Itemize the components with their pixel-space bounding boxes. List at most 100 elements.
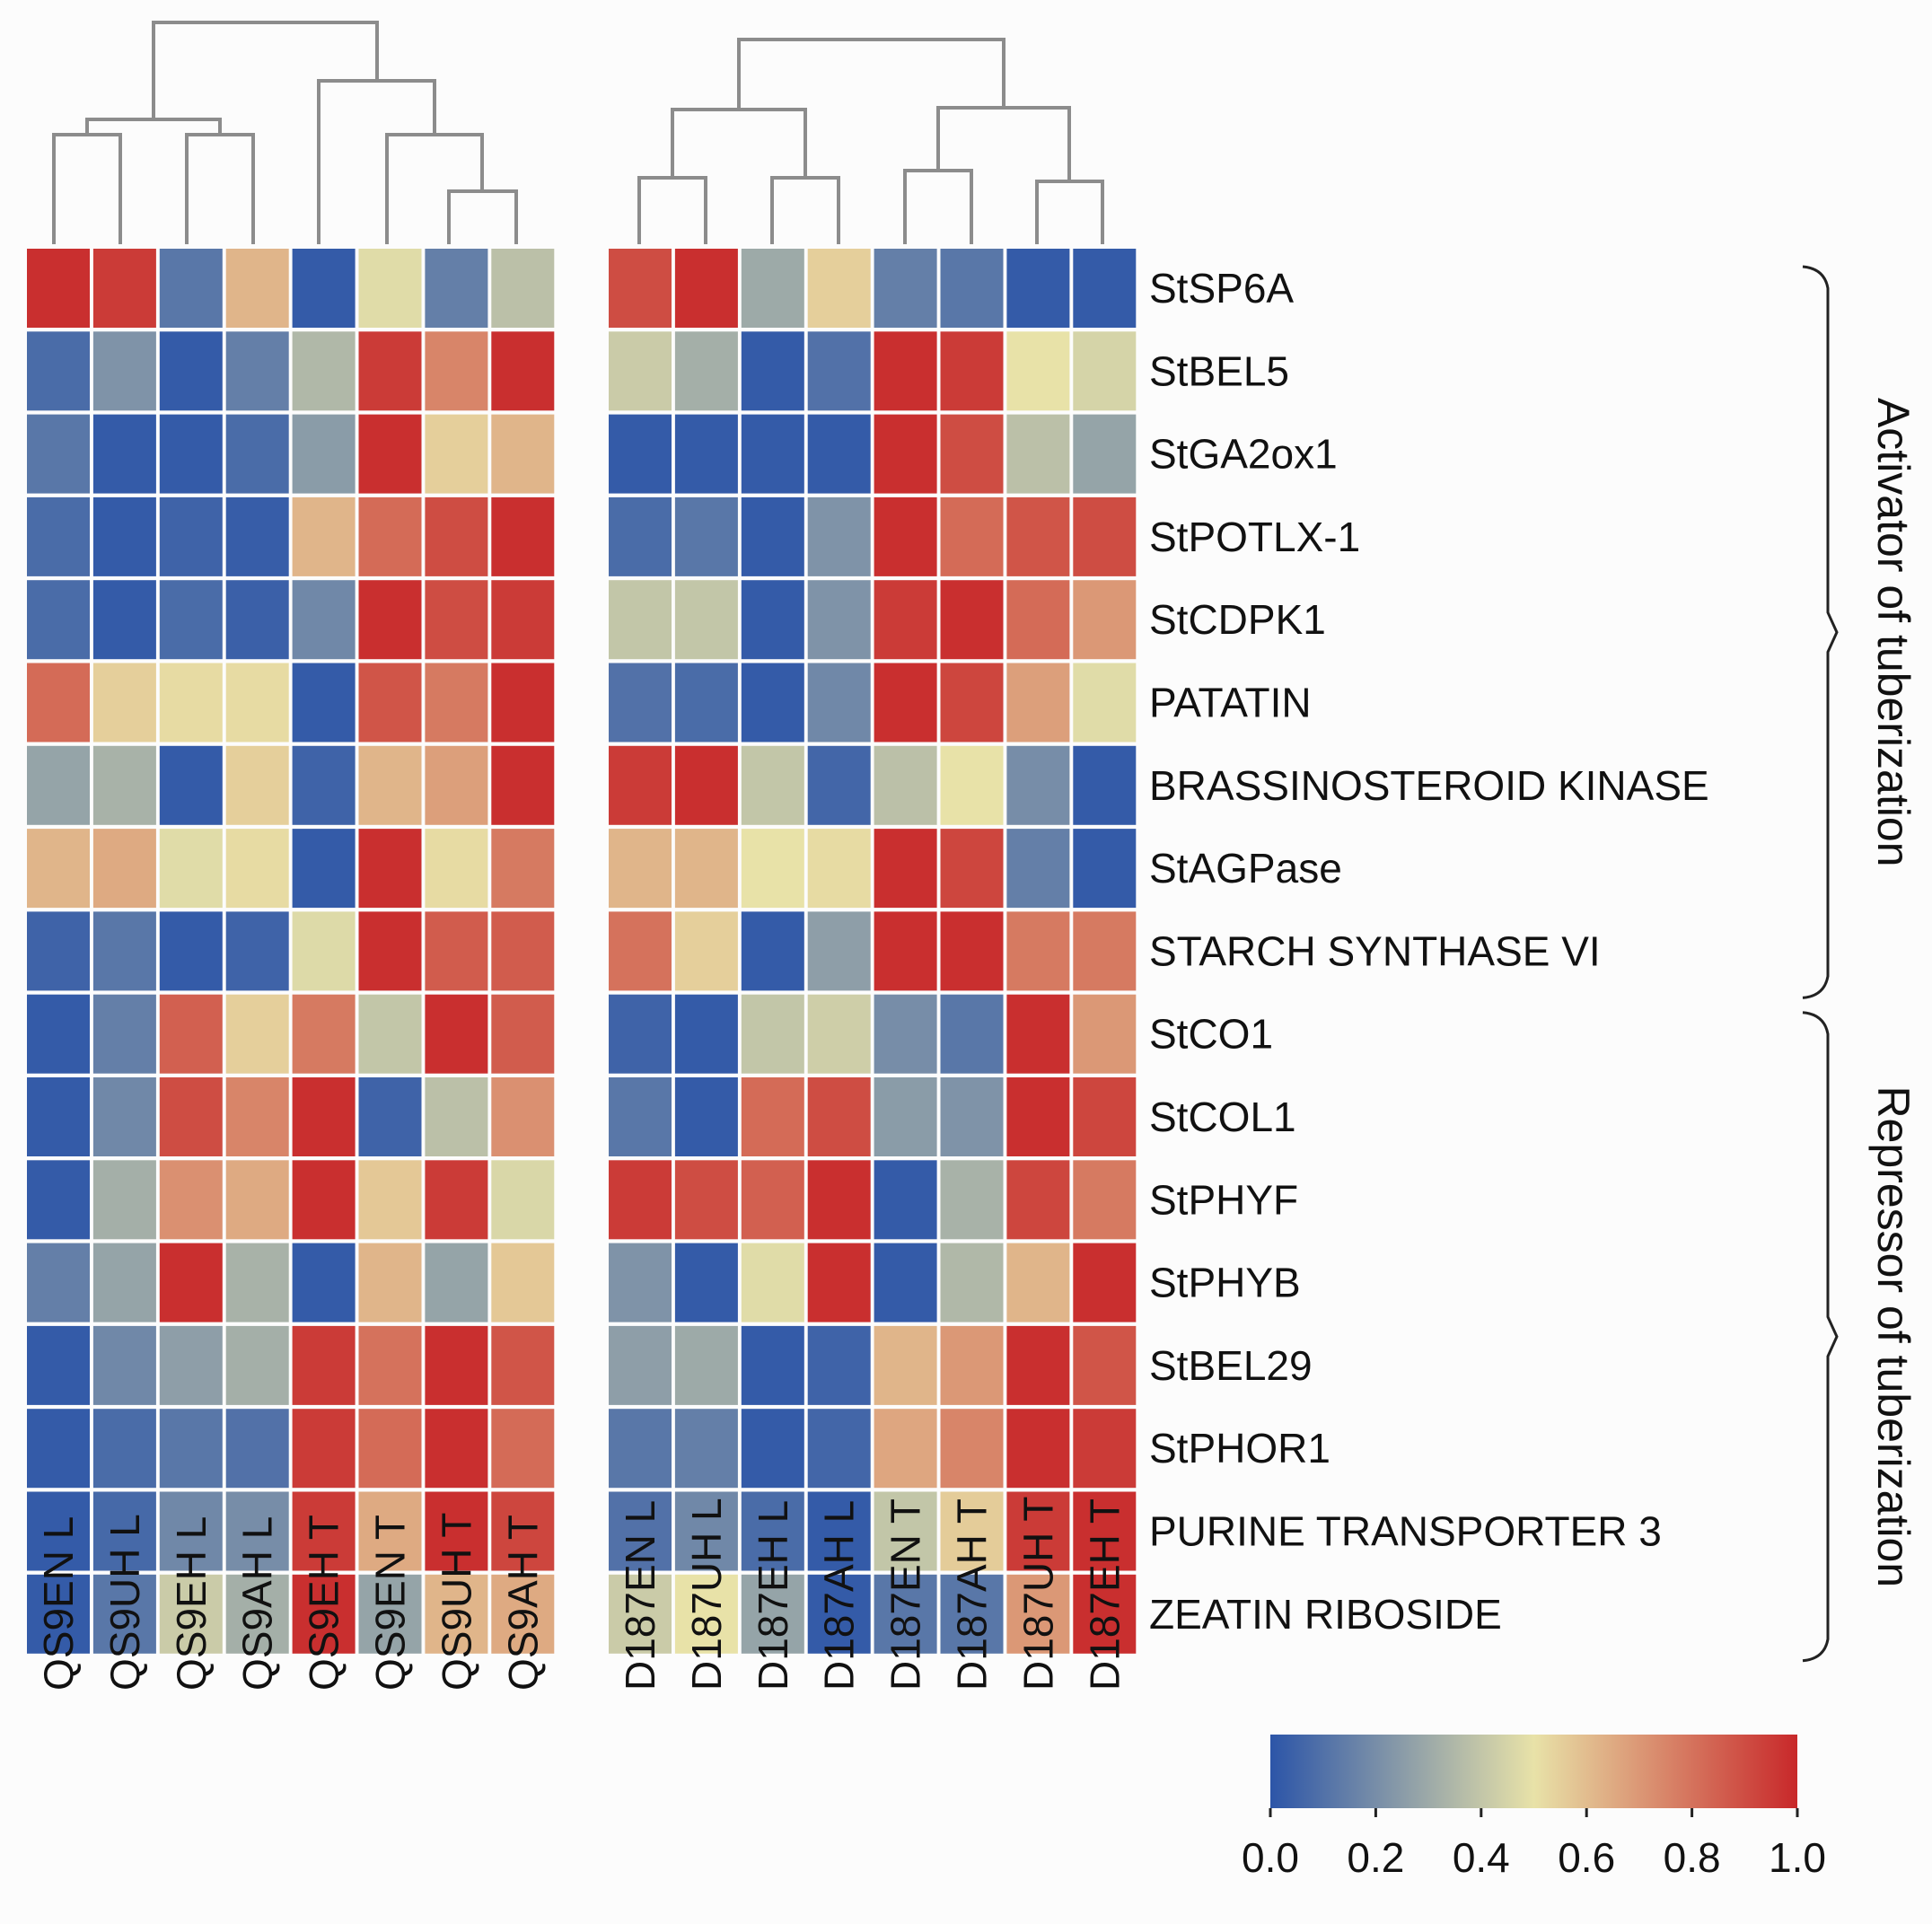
row-label: STARCH SYNTHASE VI bbox=[1149, 927, 1601, 974]
heatmap-cell bbox=[159, 1077, 223, 1156]
heatmap-cell bbox=[358, 1077, 422, 1156]
heatmap-cell bbox=[92, 580, 156, 660]
heatmap-cell bbox=[609, 496, 672, 576]
heatmap-cell bbox=[1073, 414, 1137, 494]
heatmap-cell bbox=[491, 580, 555, 660]
heatmap-cell bbox=[92, 994, 156, 1074]
row-label: StPOTLX-1 bbox=[1149, 514, 1360, 560]
color-scale-bar bbox=[1270, 1735, 1797, 1808]
heatmap-cell bbox=[159, 1574, 223, 1654]
heatmap-cell bbox=[674, 994, 738, 1074]
heatmap-cell bbox=[609, 1077, 672, 1156]
heatmap-cell bbox=[609, 1574, 672, 1654]
heatmap-cell bbox=[358, 829, 422, 909]
heatmap-cell bbox=[874, 1160, 937, 1240]
heatmap-cell bbox=[358, 1574, 422, 1654]
heatmap-cell bbox=[807, 1574, 871, 1654]
heatmap-cell bbox=[874, 580, 937, 660]
heatmap-cell bbox=[741, 331, 804, 411]
row-label: StBEL5 bbox=[1149, 347, 1289, 394]
heatmap-cell bbox=[491, 1243, 555, 1322]
heatmap-cell bbox=[674, 1160, 738, 1240]
heatmap-cell bbox=[225, 580, 289, 660]
row-labels: StSP6A StBEL5 StGA2ox1 StPOTLX-1 StCDPK1 PATA… bbox=[1149, 265, 1709, 1638]
heatmap-cell bbox=[27, 1243, 90, 1322]
heatmap-cell bbox=[225, 1243, 289, 1322]
heatmap-cell bbox=[807, 414, 871, 494]
heatmap-cell bbox=[425, 496, 488, 576]
heatmap-cell bbox=[609, 663, 672, 742]
heatmap-cell bbox=[807, 249, 871, 328]
heatmap-cell bbox=[874, 414, 937, 494]
heatmap-cell bbox=[425, 1491, 488, 1571]
heatmap-cell bbox=[425, 745, 488, 825]
row-label: StCOL1 bbox=[1149, 1094, 1296, 1140]
heatmap-cell bbox=[741, 414, 804, 494]
heatmap-cell bbox=[159, 911, 223, 991]
heatmap-cell bbox=[92, 249, 156, 328]
column-label: QS9EH L bbox=[168, 1516, 215, 1691]
dendrogram-branch bbox=[770, 176, 840, 244]
heatmap-cell bbox=[159, 745, 223, 825]
heatmap-cell bbox=[225, 414, 289, 494]
heatmap-cell bbox=[292, 249, 356, 328]
heatmap-cell bbox=[609, 911, 672, 991]
heatmap-cell bbox=[741, 1160, 804, 1240]
heatmap-cell bbox=[491, 829, 555, 909]
row-label: StPHOR1 bbox=[1149, 1425, 1330, 1472]
heatmap-cell bbox=[358, 580, 422, 660]
heatmap-cell bbox=[425, 994, 488, 1074]
heatmap-cell bbox=[491, 994, 555, 1074]
heatmap-cell bbox=[159, 496, 223, 576]
column-label: QS9UH L bbox=[101, 1514, 148, 1691]
heatmap-cell bbox=[1006, 1409, 1070, 1489]
heatmap-cell bbox=[874, 1409, 937, 1489]
heatmap-cell bbox=[674, 414, 738, 494]
heatmap-cell bbox=[358, 911, 422, 991]
heatmap-cell bbox=[92, 331, 156, 411]
heatmap-cell bbox=[92, 1491, 156, 1571]
heatmap-cell bbox=[1073, 663, 1137, 742]
heatmap-cell bbox=[425, 1077, 488, 1156]
heatmap-cell bbox=[92, 414, 156, 494]
dendrogram-branch bbox=[52, 133, 122, 244]
column-label: D187EH L bbox=[750, 1500, 796, 1691]
heatmap-cell bbox=[741, 663, 804, 742]
heatmap-cell bbox=[159, 331, 223, 411]
heatmap-cell bbox=[1073, 911, 1137, 991]
heatmap-cell bbox=[1073, 249, 1137, 328]
heatmap-cell bbox=[358, 1243, 422, 1322]
heatmap-cell bbox=[874, 829, 937, 909]
heatmap-cell bbox=[358, 663, 422, 742]
heatmap-cell bbox=[674, 496, 738, 576]
heatmap-cell bbox=[874, 1077, 937, 1156]
heatmap-cell bbox=[1073, 1574, 1137, 1654]
heatmap-cell bbox=[1006, 1491, 1070, 1571]
heatmap-cell bbox=[1006, 496, 1070, 576]
heatmap-cell bbox=[292, 1077, 356, 1156]
heatmap-cell bbox=[92, 1160, 156, 1240]
heatmap-cell bbox=[358, 1160, 422, 1240]
heatmap-cell bbox=[1006, 1160, 1070, 1240]
heatmap-cell bbox=[1006, 829, 1070, 909]
heatmap-cell bbox=[425, 331, 488, 411]
heatmap-cell bbox=[159, 1491, 223, 1571]
heatmap-cell bbox=[225, 829, 289, 909]
heatmap-cell bbox=[874, 911, 937, 991]
heatmap-cell bbox=[225, 663, 289, 742]
heatmap-cell bbox=[225, 1077, 289, 1156]
heatmap-cell bbox=[225, 331, 289, 411]
heatmap-cell bbox=[940, 331, 1004, 411]
heatmap-cell bbox=[159, 663, 223, 742]
heatmap-cell bbox=[1006, 1574, 1070, 1654]
heatmap-cell bbox=[609, 414, 672, 494]
heatmap-cell bbox=[940, 414, 1004, 494]
heatmap-cell bbox=[741, 1574, 804, 1654]
heatmap-cell bbox=[159, 829, 223, 909]
heatmap-cell bbox=[425, 1243, 488, 1322]
heatmap-cell bbox=[874, 1491, 937, 1571]
row-label: StCO1 bbox=[1149, 1011, 1273, 1058]
heatmap-cell bbox=[674, 1409, 738, 1489]
heatmap-cell bbox=[292, 1491, 356, 1571]
heatmap-cell bbox=[874, 1243, 937, 1322]
